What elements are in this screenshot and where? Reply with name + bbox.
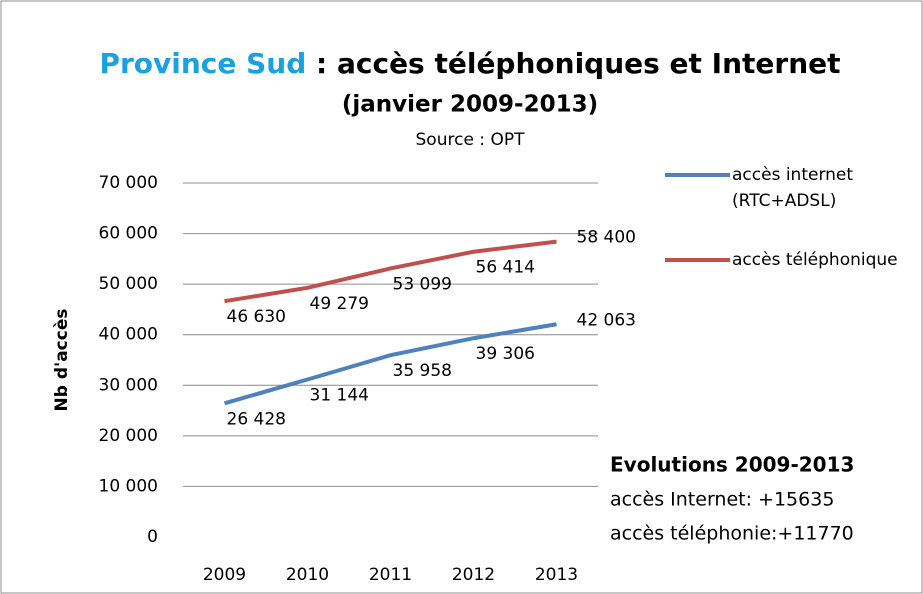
chart-title: Province Sud : accès téléphoniques et In… [99, 47, 840, 80]
x-tick-label: 2012 [452, 565, 495, 585]
annotation: accès téléphonie:+11770 [610, 523, 854, 545]
y-tick-label: 0 [147, 527, 158, 547]
x-tick-label: 2009 [203, 565, 246, 585]
y-tick-label: 40 000 [99, 325, 158, 345]
y-tick-label: 60 000 [99, 224, 158, 244]
series-line [223, 322, 557, 406]
x-tick-label: 2011 [369, 565, 412, 585]
annotation: accès Internet: +15635 [610, 489, 834, 511]
y-tick-label: 20 000 [99, 426, 158, 446]
y-axis-label: Nb d'accès [52, 309, 72, 412]
data-label: 26 428 [227, 409, 286, 429]
series-line [224, 239, 557, 304]
data-label: 53 099 [393, 274, 452, 294]
title-part: Province Sud [99, 47, 306, 80]
data-label: 49 279 [310, 294, 369, 314]
x-tick-label: 2010 [286, 565, 329, 585]
subtitle: (janvier 2009-2013) [342, 92, 598, 118]
x-tick-label: 2013 [535, 565, 578, 585]
y-tick-label: 30 000 [99, 375, 158, 395]
data-label: 35 958 [393, 361, 452, 381]
legend-entry: accès téléphonique [732, 250, 898, 270]
annotation: Evolutions 2009-2013 [610, 453, 854, 477]
y-tick-label: 50 000 [99, 274, 158, 294]
title-part: : accès téléphoniques et Internet [316, 47, 841, 80]
y-tick-label: 70 000 [99, 173, 158, 193]
source: Source : OPT [416, 130, 526, 150]
data-label: 56 414 [476, 258, 535, 278]
data-label: 42 063 [577, 310, 636, 330]
legend-entry: accès internet (RTC+ADSL) [732, 165, 854, 211]
y-tick-label: 10 000 [99, 476, 158, 496]
data-label: 46 630 [227, 307, 286, 327]
data-label: 39 306 [476, 344, 535, 364]
data-label: 58 400 [577, 228, 636, 248]
data-label: 31 144 [310, 386, 369, 406]
